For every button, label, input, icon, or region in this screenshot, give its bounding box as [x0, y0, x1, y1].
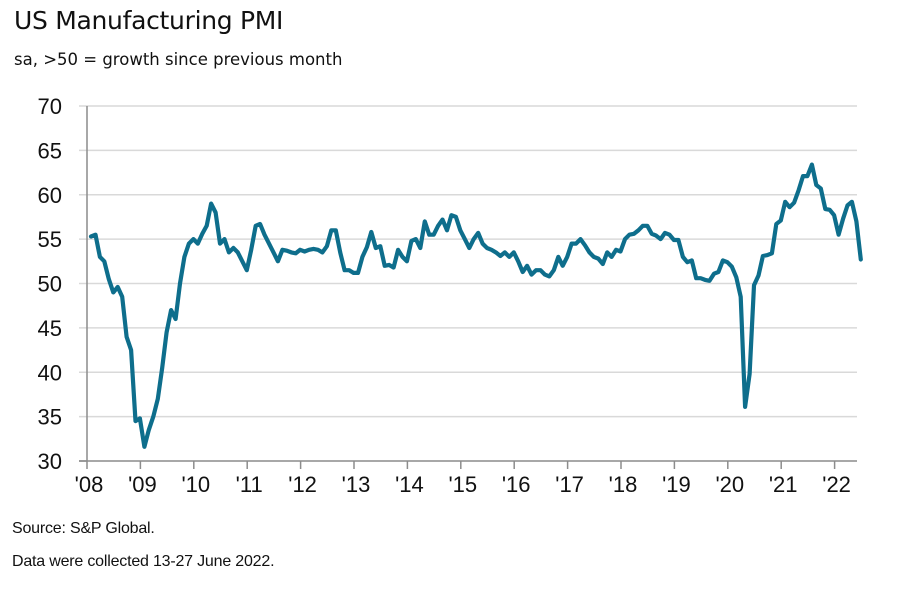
- y-tick-label: 55: [38, 227, 62, 252]
- chart-subtitle: sa, >50 = growth since previous month: [14, 50, 343, 69]
- y-tick-label: 35: [38, 405, 62, 430]
- y-tick-label: 30: [38, 449, 62, 474]
- x-axis-tick-labels: '08 '09 '10 '11 '12 '13 '14 '15 '16 '17 '18 '19 '20 '…: [75, 472, 851, 497]
- series-line-pmi: [88, 162, 863, 449]
- series-layer: [88, 162, 863, 449]
- collection-note: Data were collected 13-27 June 2022.: [12, 553, 275, 570]
- y-tick-label: 45: [38, 316, 62, 341]
- x-tick-label: '12: [288, 472, 317, 497]
- y-tick-label: 70: [38, 94, 62, 119]
- x-tick-label: '17: [555, 472, 584, 497]
- x-tick-label: '16: [502, 472, 531, 497]
- x-tick-label: '14: [395, 472, 424, 497]
- chart-title: US Manufacturing PMI: [14, 6, 284, 35]
- x-tick-label: '20: [715, 472, 744, 497]
- x-tick-label: '15: [448, 472, 477, 497]
- y-axis-tick-labels: 30 35 40 45 50 55 60 65 70: [38, 94, 62, 474]
- x-tick-label: '19: [662, 472, 691, 497]
- axes: [79, 106, 857, 469]
- x-tick-label: '08: [75, 472, 104, 497]
- x-tick-label: '18: [609, 472, 638, 497]
- gridlines: [79, 105, 857, 462]
- y-tick-label: 60: [38, 183, 62, 208]
- source-note: Source: S&P Global.: [12, 520, 155, 537]
- y-tick-label: 50: [38, 272, 62, 297]
- x-tick-label: '22: [822, 472, 851, 497]
- x-tick-label: '21: [769, 472, 798, 497]
- y-tick-label: 65: [38, 138, 62, 163]
- x-tick-label: '10: [181, 472, 210, 497]
- x-tick-label: '11: [236, 472, 263, 497]
- y-tick-label: 40: [38, 360, 62, 385]
- x-tick-label: '13: [342, 472, 371, 497]
- x-tick-label: '09: [128, 472, 157, 497]
